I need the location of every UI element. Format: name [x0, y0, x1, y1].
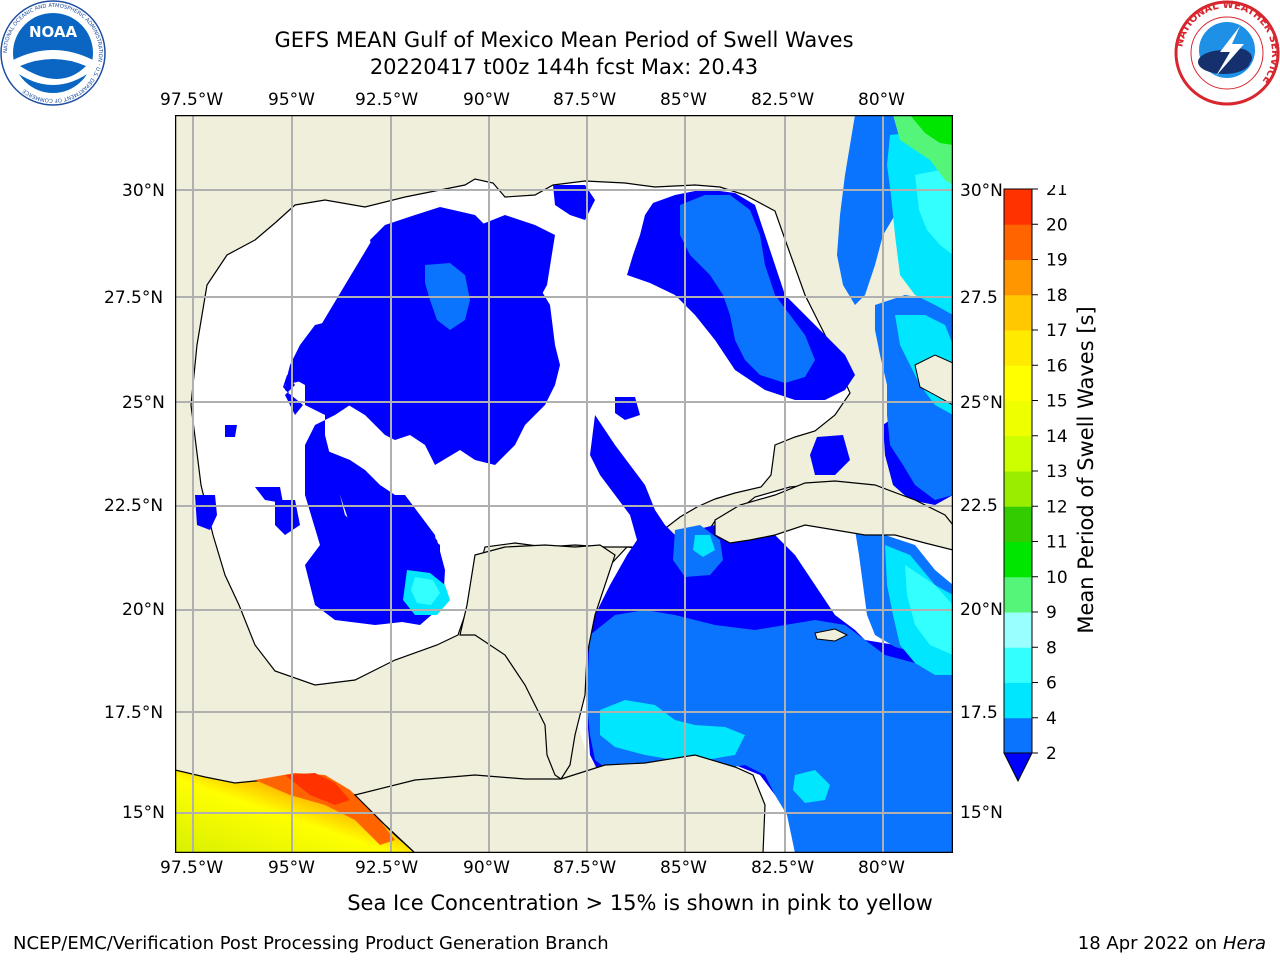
- colorbar-label-12: 12: [1046, 497, 1068, 517]
- colorbar-segment-11: [1004, 330, 1032, 366]
- colorbar-label-14: 14: [1046, 427, 1068, 447]
- lon-tick-top-5: 85°W: [660, 90, 707, 110]
- colorbar-label-17: 17: [1046, 321, 1068, 341]
- lat-tick-right-2: 25°N: [960, 393, 1003, 413]
- lon-tick-top-1: 95°W: [268, 90, 315, 110]
- pacific-swell-peak: [285, 773, 350, 805]
- lat-tick-left-4: 20°N: [122, 600, 165, 620]
- colorbar-label-2: 2: [1046, 744, 1057, 764]
- central-america-land: [353, 754, 766, 853]
- colorbar-label-8: 8: [1046, 638, 1057, 658]
- colorbar-segment-7: [1004, 471, 1032, 507]
- jamaica-island: [814, 628, 849, 642]
- colorbar-segment-6: [1004, 506, 1032, 542]
- colorbar-title: Mean Period of Swell Waves [s]: [1074, 306, 1098, 634]
- lon-tick-bottom-2: 92.5°W: [355, 858, 419, 878]
- colorbar-segment-0: [1004, 717, 1032, 754]
- lat-tick-left-0: 30°N: [122, 181, 165, 201]
- lon-tick-top-2: 92.5°W: [355, 90, 419, 110]
- colorbar-segment-10: [1004, 365, 1032, 401]
- machine-name: Hera: [1222, 933, 1266, 954]
- colorbar-label-19: 19: [1046, 251, 1068, 271]
- lon-tick-top-4: 87.5°W: [553, 90, 617, 110]
- noaa-logo: NOAA NATIONAL OCEANIC AND ATMOSPHERIC AD…: [0, 0, 106, 106]
- colorbar-segment-9: [1004, 400, 1032, 437]
- sea-ice-note: Sea Ice Concentration > 15% is shown in …: [347, 891, 933, 915]
- colorbar-under-triangle: [1003, 752, 1033, 783]
- colorbar-segment-2: [1004, 647, 1032, 683]
- colorbar-segment-3: [1004, 612, 1032, 648]
- colorbar-label-13: 13: [1046, 462, 1068, 482]
- colorbar-svg: 2 4 6 8 9 10 11 12 13 14 15 16 17 18 19 20 21: [1003, 180, 1068, 783]
- colorbar-label-16: 16: [1046, 356, 1068, 376]
- date-stamp: 18 Apr 2022 on Hera: [1078, 933, 1266, 955]
- chart-title-line-2: 20220417 t00z 144h fcst Max: 20.43: [369, 55, 759, 79]
- lon-tick-bottom-5: 85°W: [660, 858, 707, 878]
- lat-tick-left-6: 15°N: [122, 803, 165, 823]
- colorbar-segment-15: [1004, 189, 1032, 225]
- colorbar: 2 4 6 8 9 10 11 12 13 14 15 16 17 18 19 20 21: [998, 180, 1118, 785]
- yucatan-land: [459, 544, 616, 780]
- colorbar-segment-12: [1004, 294, 1032, 331]
- cuba-island: [714, 480, 953, 551]
- colorbar-segment-4: [1004, 576, 1032, 613]
- colorbar-segment-8: [1004, 435, 1032, 472]
- chart-title-line-1: GEFS MEAN Gulf of Mexico Mean Period of …: [274, 28, 854, 52]
- lon-tick-bottom-4: 87.5°W: [553, 858, 617, 878]
- map-border: [174, 114, 954, 854]
- date-text: 18 Apr 2022 on: [1077, 933, 1218, 954]
- colorbar-label-11: 11: [1046, 533, 1068, 553]
- lat-tick-right-1: 27.5: [960, 288, 998, 308]
- nws-logo: NATIONAL WEATHER SERVICE: [1174, 0, 1280, 106]
- noaa-logo-text: NOAA: [29, 23, 78, 41]
- lat-tick-right-0: 30°N: [960, 181, 1003, 201]
- lat-tick-right-4: 20°N: [960, 600, 1003, 620]
- colorbar-label-6: 6: [1046, 674, 1057, 694]
- colorbar-segment-1: [1004, 682, 1032, 719]
- lat-tick-left-3: 22.5°N: [104, 496, 164, 516]
- colorbar-label-20: 20: [1046, 215, 1068, 235]
- colorbar-segment-14: [1004, 224, 1032, 260]
- lat-tick-left-5: 17.5°N: [104, 703, 164, 723]
- lon-tick-top-3: 90°W: [463, 90, 510, 110]
- lon-tick-bottom-6: 82.5°W: [751, 858, 815, 878]
- lon-tick-bottom-1: 95°W: [268, 858, 315, 878]
- graticule: [175, 115, 953, 853]
- lon-tick-bottom-3: 90°W: [463, 858, 510, 878]
- swell-field-10-11: [910, 115, 953, 145]
- bahamas-land: [914, 354, 953, 406]
- lat-tick-right-6: 15°N: [960, 803, 1003, 823]
- map-panel: [174, 114, 954, 854]
- colorbar-label-18: 18: [1046, 286, 1068, 306]
- lat-tick-right-5: 17.5: [960, 703, 998, 723]
- lon-tick-top-0: 97.5°W: [160, 90, 224, 110]
- colorbar-segment-13: [1004, 259, 1032, 296]
- lat-tick-left-1: 27.5°N: [104, 288, 164, 308]
- lon-tick-bottom-7: 80°W: [858, 858, 905, 878]
- map-canvas: [174, 114, 954, 854]
- lat-tick-left-2: 25°N: [122, 393, 165, 413]
- lon-tick-bottom-0: 97.5°W: [160, 858, 224, 878]
- colorbar-label-4: 4: [1046, 709, 1057, 729]
- colorbar-label-9: 9: [1046, 603, 1057, 623]
- colorbar-label-10: 10: [1046, 568, 1068, 588]
- lat-tick-right-3: 22.5: [960, 496, 998, 516]
- credit-text: NCEP/EMC/Verification Post Processing Pr…: [13, 933, 609, 954]
- colorbar-segment-5: [1004, 541, 1032, 578]
- colorbar-label-21: 21: [1046, 185, 1068, 200]
- lon-tick-top-6: 82.5°W: [751, 90, 815, 110]
- colorbar-label-15: 15: [1046, 392, 1068, 412]
- pacific-swell-core: [255, 773, 395, 845]
- lon-tick-top-7: 80°W: [858, 90, 905, 110]
